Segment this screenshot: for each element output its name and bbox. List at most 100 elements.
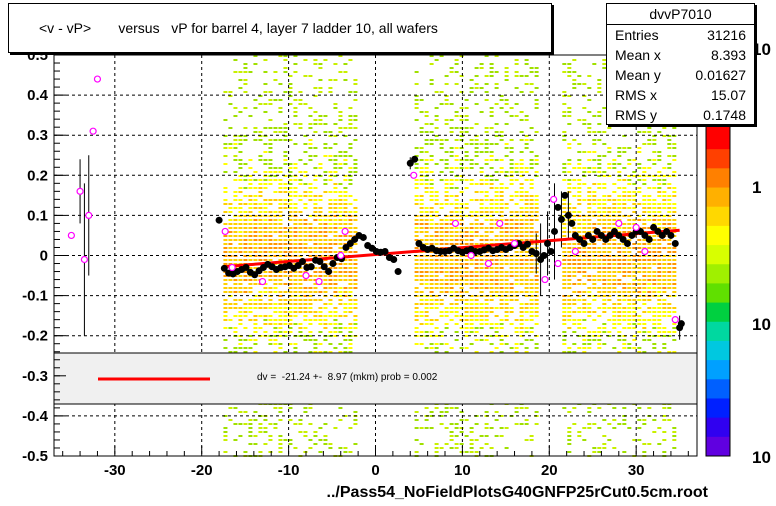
heatmap-cell	[632, 275, 637, 277]
heatmap-cell	[288, 103, 293, 105]
heatmap-cell	[577, 83, 582, 85]
heatmap-cell	[474, 423, 479, 425]
heatmap-cell	[464, 279, 469, 281]
heatmap-cell	[622, 419, 627, 421]
heatmap-cell	[228, 143, 233, 145]
heatmap-cell	[562, 315, 567, 317]
heatmap-cell	[474, 303, 479, 305]
heatmap-cell	[298, 99, 303, 101]
heatmap-cell	[434, 235, 439, 237]
heatmap-cell	[303, 195, 308, 197]
heatmap-cell	[504, 147, 509, 149]
heatmap-cell	[434, 191, 439, 193]
heatmap-cell	[647, 331, 652, 333]
heatmap-cell	[343, 219, 348, 221]
heatmap-cell	[328, 331, 333, 333]
heatmap-cell	[667, 275, 672, 277]
heatmap-cell	[514, 219, 519, 221]
heatmap-cell	[243, 307, 248, 309]
heatmap-cell	[667, 163, 672, 165]
heatmap-cell	[509, 211, 514, 213]
heatmap-cell	[238, 319, 243, 321]
heatmap-cell	[582, 83, 587, 85]
heatmap-cell	[592, 191, 597, 193]
heatmap-cell	[414, 319, 419, 321]
heatmap-cell	[662, 343, 667, 345]
heatmap-cell	[444, 323, 449, 325]
heatmap-cell	[248, 347, 253, 349]
heatmap-cell	[444, 243, 449, 245]
heatmap-cell	[479, 311, 484, 313]
heatmap-cell	[632, 191, 637, 193]
heatmap-cell	[582, 151, 587, 153]
heatmap-cell	[592, 171, 597, 173]
heatmap-cell	[288, 95, 293, 97]
heatmap-cell	[489, 187, 494, 189]
heatmap-cell	[343, 191, 348, 193]
heatmap-cell	[627, 275, 632, 277]
heatmap-cell	[534, 171, 539, 173]
heatmap-cell	[642, 207, 647, 209]
heatmap-cell	[233, 195, 238, 197]
heatmap-cell	[567, 247, 572, 249]
heatmap-cell	[642, 259, 647, 261]
heatmap-cell	[519, 267, 524, 269]
heatmap-cell	[414, 259, 419, 261]
heatmap-cell	[308, 335, 313, 337]
heatmap-cell	[509, 263, 514, 265]
heatmap-cell	[343, 339, 348, 341]
heatmap-cell	[534, 323, 539, 325]
heatmap-cell	[273, 291, 278, 293]
heatmap-cell	[632, 259, 637, 261]
heatmap-cell	[602, 63, 607, 65]
heatmap-cell	[642, 219, 647, 221]
heatmap-cell	[652, 291, 657, 293]
heatmap-cell	[323, 423, 328, 425]
heatmap-cell	[449, 127, 454, 129]
heatmap-cell	[414, 263, 419, 265]
heatmap-cell	[607, 283, 612, 285]
heatmap-cell	[534, 411, 539, 413]
heatmap-cell	[268, 91, 273, 93]
heatmap-cell	[489, 291, 494, 293]
heatmap-cell	[449, 347, 454, 349]
heatmap-cell	[459, 159, 464, 161]
heatmap-cell	[597, 219, 602, 221]
heatmap-cell	[434, 319, 439, 321]
heatmap-cell	[258, 423, 263, 425]
heatmap-cell	[303, 247, 308, 249]
heatmap-cell	[592, 331, 597, 333]
heatmap-cell	[572, 423, 577, 425]
heatmap-cell	[298, 239, 303, 241]
heatmap-cell	[253, 323, 258, 325]
heatmap-cell	[567, 435, 572, 437]
heatmap-cell	[602, 211, 607, 213]
heatmap-cell	[597, 239, 602, 241]
heatmap-cell	[597, 295, 602, 297]
heatmap-cell	[567, 303, 572, 305]
heatmap-cell	[278, 127, 283, 129]
heatmap-cell	[338, 343, 343, 345]
heatmap-cell	[592, 63, 597, 65]
heatmap-cell	[323, 307, 328, 309]
heatmap-cell	[587, 343, 592, 345]
heatmap-cell	[454, 235, 459, 237]
heatmap-cell	[353, 167, 358, 169]
heatmap-cell	[258, 275, 263, 277]
heatmap-cell	[602, 215, 607, 217]
heatmap-cell	[263, 227, 268, 229]
heatmap-cell	[479, 271, 484, 273]
heatmap-cell	[662, 259, 667, 261]
heatmap-cell	[534, 343, 539, 345]
heatmap-cell	[534, 275, 539, 277]
heatmap-cell	[293, 279, 298, 281]
heatmap-cell	[308, 275, 313, 277]
heatmap-cell	[499, 351, 504, 353]
heatmap-cell	[308, 107, 313, 109]
heatmap-cell	[263, 419, 268, 421]
heatmap-cell	[414, 427, 419, 429]
heatmap-cell	[627, 263, 632, 265]
heatmap-cell	[273, 283, 278, 285]
heatmap-cell	[353, 171, 358, 173]
heatmap-cell	[333, 79, 338, 81]
